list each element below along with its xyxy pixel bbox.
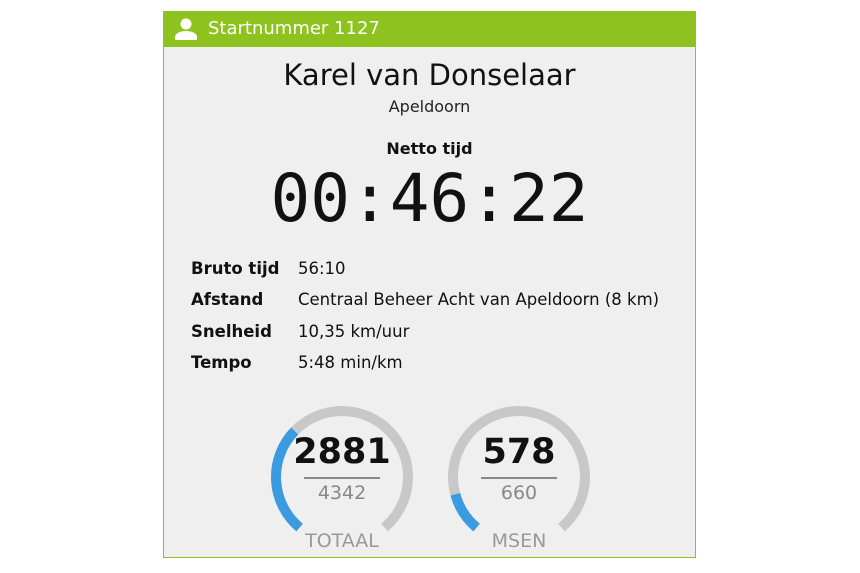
gauge-rank: 578 [482,432,556,472]
user-icon [175,18,197,40]
detail-label: Bruto tijd [191,258,280,278]
detail-label: Snelheid [191,321,272,341]
gauge-divider [304,477,380,479]
gauge-rank: 2881 [293,432,391,472]
gauge-arc [271,406,413,532]
gauge-fill [271,427,303,532]
detail-label: Afstand [191,290,264,310]
card-header: Startnummer 1127 [164,11,695,47]
gauge-total-count: 660 [500,482,538,504]
gauge-category: MSEN [491,530,547,552]
detail-row: Bruto tijd 56:10 [191,253,659,285]
gauge-divider [481,477,557,479]
gauge-fill [450,492,480,532]
netto-label: Netto tijd [386,139,473,158]
detail-row: Tempo 5:48 min/km [191,348,659,380]
detail-value: 56:10 [298,258,346,278]
netto-time: 00:46:22 [270,160,589,237]
result-card: Startnummer 1127 Karel van Donselaar Ape… [163,11,696,558]
gauge-track [448,406,590,532]
start-number: Startnummer 1127 [208,18,380,39]
detail-label: Tempo [191,353,252,373]
detail-row: Afstand Centraal Beheer Acht van Apeldoor… [191,285,659,317]
runner-name: Karel van Donselaar [283,58,576,92]
gauge-total-count: 4342 [317,482,367,504]
detail-row: Snelheid 10,35 km/uur [191,316,659,348]
detail-value: 5:48 min/km [298,353,403,373]
gauge-category: TOTAAL [305,530,379,552]
detail-value: 10,35 km/uur [298,321,410,341]
gauge-category-msen: 578 660 MSEN [439,391,599,561]
detail-value: Centraal Beheer Acht van Apeldoorn (8 km… [298,290,660,310]
runner-city: Apeldoorn [388,97,471,116]
details-list: Bruto tijd 56:10 Afstand Centraal Beheer A… [191,253,659,379]
gauge-total: 2881 4342 TOTAAL [262,391,422,561]
gauge-arc [448,406,590,532]
